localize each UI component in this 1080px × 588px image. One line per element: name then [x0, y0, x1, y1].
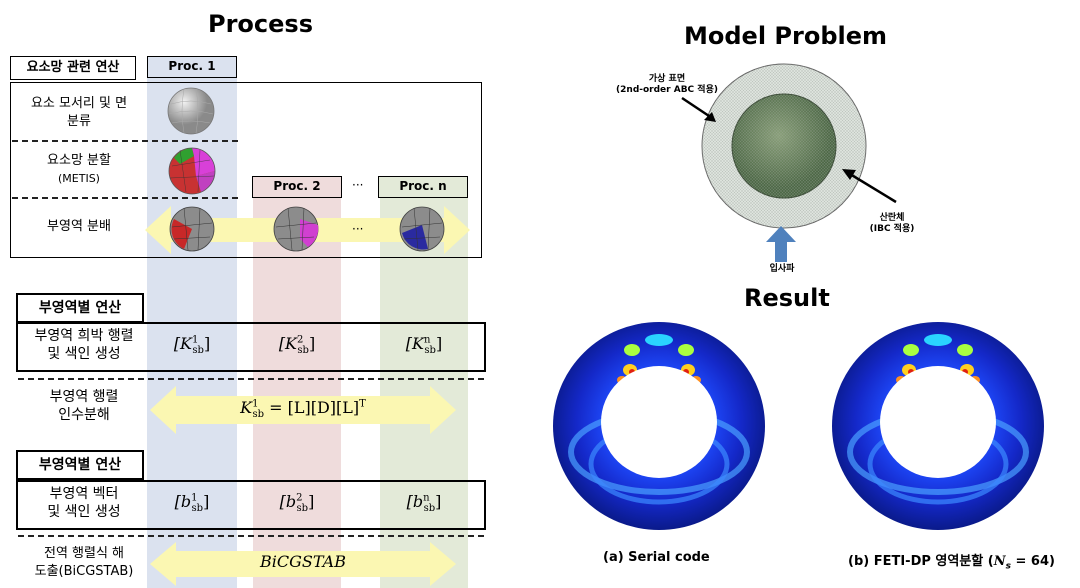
b-sb-2: [b2sb] [279, 492, 315, 515]
row-factor-label: 부영역 행렬 인수분해 [49, 389, 119, 423]
k-sb-n: [Knsb] [405, 334, 443, 357]
scatterer-label: 산란체 (IBC 적용) [869, 213, 915, 234]
solver-label: BiCGSTAB [260, 552, 346, 571]
proc1-label: Proc. 1 [147, 56, 237, 78]
mesh-ops-header: 요소망 관련 연산 [10, 56, 136, 80]
factor-equation: K1sb = [L][D][L]T [240, 398, 366, 421]
mesh-sphere-partitioned [168, 147, 216, 195]
caption-serial: (a) Serial code [603, 550, 710, 565]
mesh-ops-box [10, 82, 482, 258]
model-problem-title: Model Problem [684, 22, 888, 50]
result-title: Result [744, 284, 830, 312]
ellipsis-procs: ··· [352, 178, 364, 192]
row-vector-label: 부영역 벡터 및 색인 생성 [47, 486, 121, 520]
caption-fetidp: (b) FETI-DP 영역분할 (Ns = 64) [848, 554, 1055, 572]
divider-1 [12, 140, 238, 142]
k-sb-1: [K1sb] [173, 334, 211, 357]
ellipsis-spheres: ··· [352, 222, 364, 236]
sparse-row-box [16, 322, 486, 372]
subdomain-ops-header-2: 부영역별 연산 [16, 450, 144, 480]
procn-column [380, 193, 468, 588]
virtual-surface-label: 가상 표면 (2nd-order ABC 적용) [616, 74, 718, 95]
row-partition-label: 요소망 분할 (METIS) [47, 153, 111, 185]
b-sb-1: [b1sb] [174, 492, 210, 515]
row-sparse-label: 부영역 희박 행렬 및 색인 생성 [34, 328, 134, 362]
scatterer-arrow [842, 169, 897, 204]
result-plot-fetidp [832, 322, 1044, 530]
sub-sphere-2 [273, 206, 319, 252]
divider-2 [12, 197, 238, 199]
proc2-label: Proc. 2 [252, 176, 342, 198]
incident-wave-arrow [766, 226, 796, 262]
subdomain-ops-header-1: 부영역별 연산 [16, 293, 144, 323]
divider-4 [18, 535, 484, 537]
sub-sphere-1 [169, 206, 215, 252]
divider-3 [18, 378, 484, 380]
sub-sphere-n [399, 206, 445, 252]
procn-label: Proc. n [378, 176, 468, 198]
virtual-surface-arrow [681, 96, 716, 122]
factor-arrow [150, 386, 456, 434]
row-solve-label: 전역 행렬식 해 도출(BiCGSTAB) [34, 546, 134, 579]
result-plot-serial [553, 322, 765, 530]
b-sb-n: [bnsb] [406, 492, 442, 515]
process-title: Process [208, 10, 313, 38]
solve-arrow [150, 542, 456, 586]
k-sb-2: [K2sb] [278, 334, 316, 357]
row-edge-face-label: 요소 모서리 및 면 분류 [30, 96, 128, 129]
mesh-sphere-gray [167, 87, 215, 135]
row-distribute-label: 부영역 분배 [47, 219, 111, 234]
proc2-column [253, 193, 341, 588]
vector-row-box [16, 480, 486, 530]
incident-wave-label: 입사파 [769, 264, 795, 274]
model-sphere [701, 63, 867, 229]
